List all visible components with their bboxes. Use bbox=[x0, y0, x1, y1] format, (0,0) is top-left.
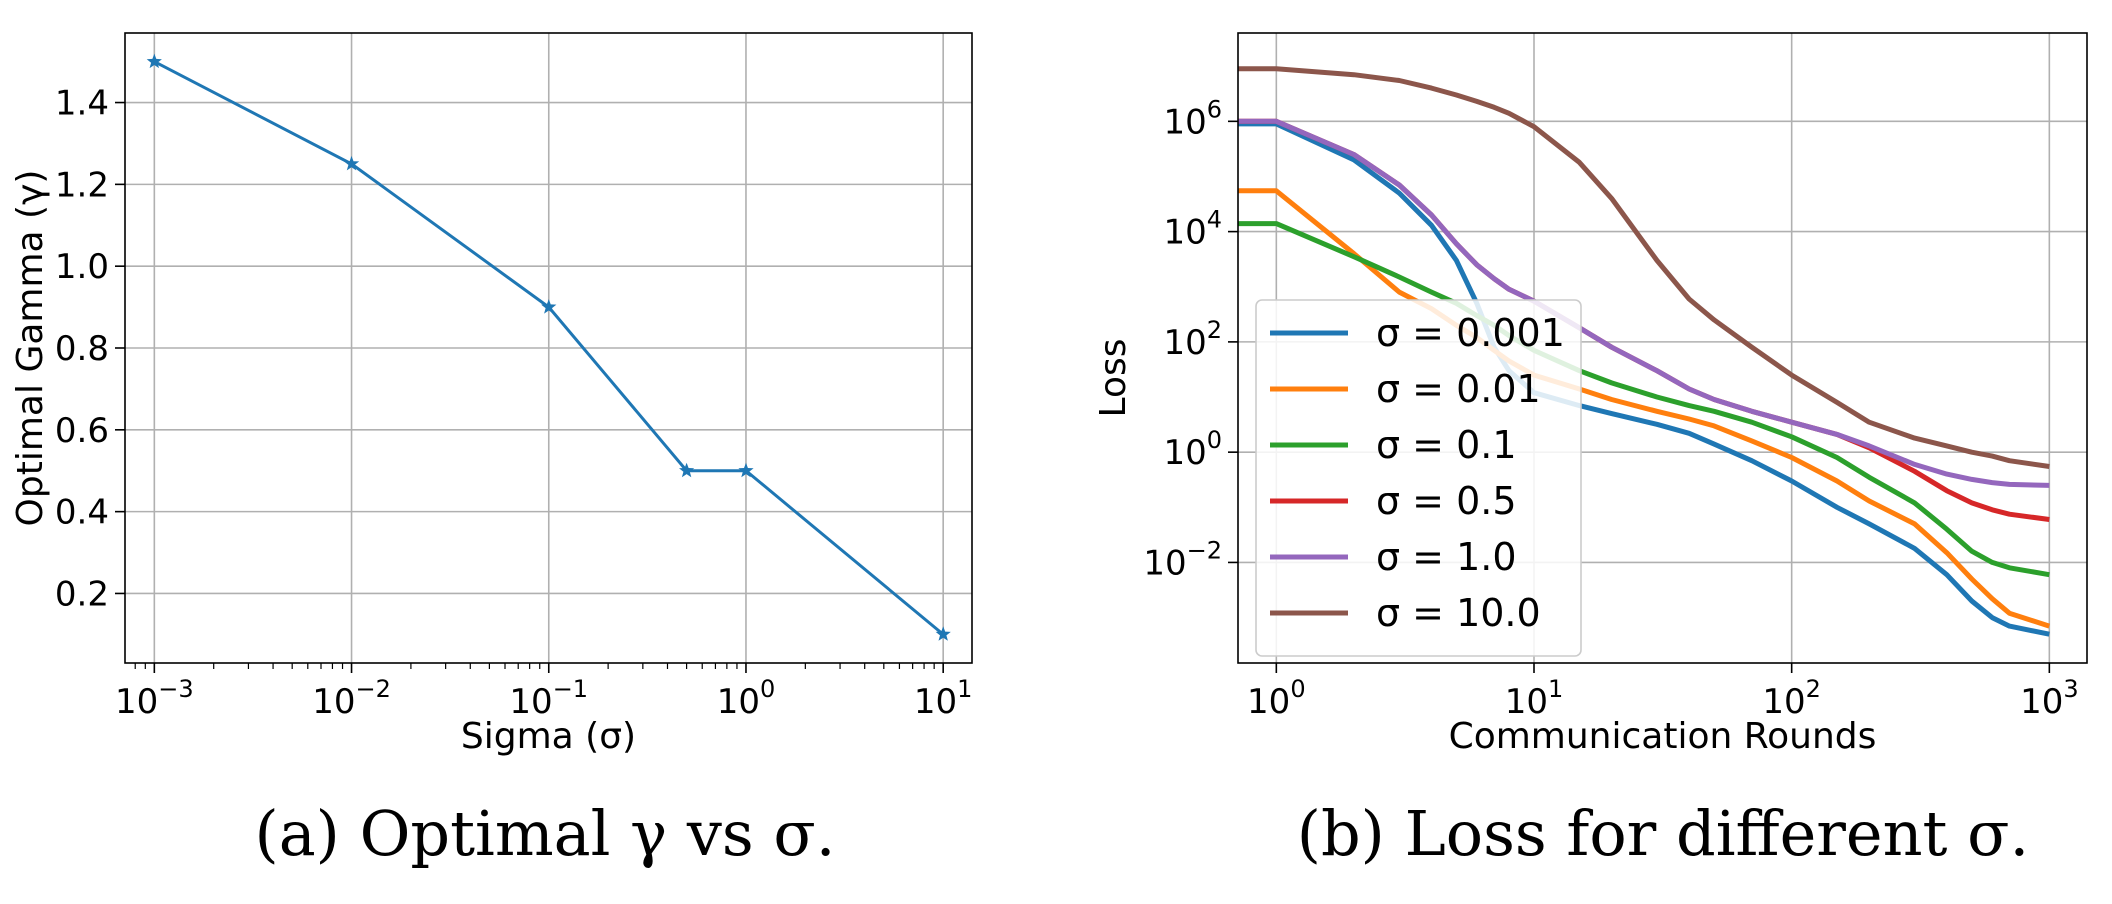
x-tick-label-2: 102 bbox=[1762, 675, 1821, 722]
legend-entry-3: σ = 0.5 bbox=[1376, 479, 1517, 523]
data-point-0 bbox=[146, 53, 162, 69]
legend-entry-5: σ = 10.0 bbox=[1376, 591, 1541, 635]
panel-a-frame bbox=[124, 32, 973, 664]
x-tick-label-4: 101 bbox=[914, 675, 973, 722]
x-tick-label-1: 10−2 bbox=[312, 675, 391, 722]
panel-b-frame bbox=[1237, 32, 2088, 664]
x-tick-label-2: 10−1 bbox=[509, 675, 588, 722]
data-point-2 bbox=[541, 299, 557, 314]
x-tick-label-0: 100 bbox=[1247, 675, 1306, 722]
y-tick-label-2: 102 bbox=[1163, 316, 1222, 363]
series-line-2 bbox=[1238, 221, 2050, 578]
series-line-0 bbox=[1238, 121, 2050, 637]
legend-entry-0: σ = 0.001 bbox=[1376, 311, 1565, 355]
y-tick-label-3: 104 bbox=[1163, 206, 1222, 253]
data-point-3 bbox=[679, 462, 695, 478]
panel-a-optimal-gamma: 10−3 10−2 10−1 100 101 0.2 0.4 0.6 0.8 1.0 1.2 1.4 S… bbox=[10, 32, 973, 757]
panel-a-grid bbox=[125, 33, 972, 663]
y-axis-label: Loss bbox=[1093, 339, 1134, 418]
data-point-5 bbox=[935, 626, 951, 641]
y-tick-label-0: 10−2 bbox=[1143, 536, 1222, 583]
series-line-5 bbox=[1238, 66, 2050, 469]
y-tick-label-4: 106 bbox=[1163, 95, 1222, 142]
legend-entry-2: σ = 0.1 bbox=[1376, 423, 1517, 467]
x-tick-label-0: 10−3 bbox=[115, 675, 194, 722]
series-line-0 bbox=[153, 60, 945, 636]
x-tick-label-3: 100 bbox=[717, 675, 776, 722]
y-tick-label-5: 1.2 bbox=[55, 165, 109, 205]
y-tick-label-1: 0.4 bbox=[55, 493, 109, 533]
panel-a-minor-ticks bbox=[134, 663, 935, 669]
legend-entry-4: σ = 1.0 bbox=[1376, 535, 1517, 579]
x-tick-label-3: 103 bbox=[2020, 675, 2079, 722]
y-tick-label-6: 1.4 bbox=[55, 84, 109, 124]
legend-entry-1: σ = 0.01 bbox=[1376, 367, 1541, 411]
caption-b: (b) Loss for different σ. bbox=[1297, 797, 2029, 870]
x-axis-label: Communication Rounds bbox=[1449, 716, 1877, 757]
data-point-4 bbox=[738, 462, 754, 478]
x-tick-label-1: 101 bbox=[1505, 675, 1564, 722]
data-point-1 bbox=[343, 155, 360, 171]
y-tick-label-4: 1.0 bbox=[55, 247, 109, 287]
x-axis-label: Sigma (σ) bbox=[461, 716, 636, 757]
y-tick-label-0: 0.2 bbox=[55, 574, 109, 614]
y-axis-label: Optimal Gamma (γ) bbox=[10, 170, 51, 527]
y-tick-label-3: 0.8 bbox=[55, 329, 109, 369]
y-tick-label-1: 100 bbox=[1163, 426, 1222, 473]
series-line-4 bbox=[1238, 118, 2050, 488]
caption-a: (a) Optimal γ vs σ. bbox=[255, 797, 836, 870]
y-tick-label-2: 0.6 bbox=[55, 411, 109, 451]
legend: σ = 0.001 σ = 0.01 σ = 0.1 σ = 0.5 σ = 1.0 σ … bbox=[1255, 299, 1582, 657]
